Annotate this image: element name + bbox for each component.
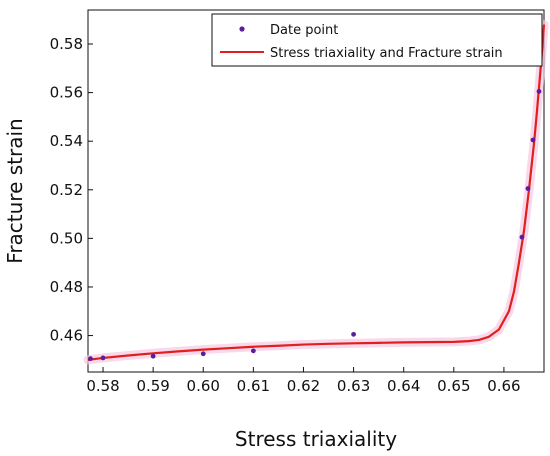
date-point: [250, 348, 256, 354]
x-tick-label: 0.63: [337, 377, 370, 395]
y-tick-label: 0.58: [50, 35, 83, 53]
plot-frame: [87, 9, 545, 373]
date-point: [525, 186, 531, 191]
legend-marker-date-point: [239, 26, 245, 32]
y-tick-label: 0.48: [50, 278, 83, 296]
y-tick-label: 0.50: [50, 229, 83, 247]
date-point-series: [88, 88, 542, 362]
x-tick-label: 0.65: [437, 377, 470, 395]
date-point: [536, 88, 542, 94]
date-point: [200, 351, 206, 357]
date-point: [351, 331, 356, 337]
y-axis-ticks: 0.46 0.48 0.50 0.52 0.54 0.56 0.58: [50, 35, 93, 345]
x-tick-label: 0.61: [237, 377, 270, 395]
date-point: [100, 355, 106, 361]
x-tick-label: 0.60: [187, 377, 220, 395]
y-tick-label: 0.54: [50, 132, 83, 150]
legend-box: [211, 13, 543, 67]
date-point: [88, 356, 93, 362]
y-axis-title: Fracture strain: [3, 118, 27, 263]
x-tick-label: 0.62: [287, 377, 320, 395]
legend-label-fit-line: Stress triaxiality and Fracture strain: [270, 46, 503, 61]
y-tick-label: 0.52: [50, 181, 83, 199]
y-tick-label: 0.46: [50, 327, 83, 345]
x-tick-label: 0.58: [86, 377, 119, 395]
fit-line: [87, 24, 546, 361]
date-point: [150, 353, 156, 359]
x-axis-ticks: 0.58 0.59 0.60 0.61 0.62 0.63 0.64 0.65 0.66: [86, 367, 521, 395]
y-tick-label: 0.56: [50, 84, 83, 102]
legend: Date point Stress triaxiality and Fractu…: [211, 13, 543, 67]
x-axis-title: Stress triaxiality: [235, 427, 397, 451]
legend-label-date-point: Date point: [270, 23, 338, 38]
x-tick-label: 0.66: [487, 377, 520, 395]
date-point: [519, 234, 525, 240]
x-tick-label: 0.64: [387, 377, 420, 395]
fit-line-series: [83, 20, 549, 365]
date-point: [530, 137, 536, 143]
x-tick-label: 0.59: [136, 377, 169, 395]
